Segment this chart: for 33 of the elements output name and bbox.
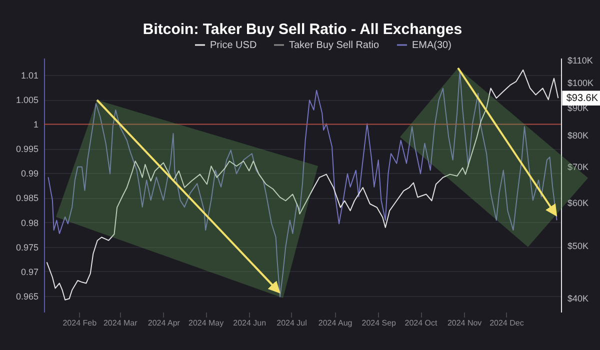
x-tick-label: 2024 Oct: [404, 318, 438, 328]
x-tick-label: 2024 Feb: [62, 318, 98, 328]
x-tick-label: 2024 Mar: [103, 318, 138, 328]
y-tick-label: 0.98: [20, 218, 38, 228]
y-tick-label: 1.01: [20, 70, 38, 81]
legend-label: Price USD: [210, 40, 257, 51]
x-tick-label: 2024 Aug: [318, 318, 352, 328]
y2-tick-label: $60K: [568, 198, 589, 208]
y-tick-label: 0.97: [20, 266, 38, 277]
x-tick-label: 2024 Apr: [148, 318, 180, 328]
y2-tick-label: $40K: [568, 294, 589, 304]
x-tick-label: 2024 Nov: [447, 318, 482, 328]
y2-tick-label: $80K: [568, 130, 589, 141]
y2-tick-label: $50K: [568, 241, 589, 252]
x-tick-label: 2024 May: [188, 318, 224, 328]
y-tick-label: 1.005: [16, 95, 38, 106]
y2-tick-label: $110K: [568, 56, 593, 66]
chart-title: Bitcoin: Taker Buy Sell Ratio - All Exchanges: [142, 21, 462, 38]
y-tick-label: 1: [33, 120, 38, 130]
x-tick-label: 2024 Sep: [362, 318, 397, 328]
y-tick-label: 0.99: [20, 168, 38, 179]
x-tick-label: 2024 Jun: [233, 318, 266, 328]
y-tick-label: 0.995: [16, 144, 38, 154]
legend-label: Taker Buy Sell Ratio: [289, 40, 380, 51]
legend-label: EMA(30): [412, 40, 452, 51]
y-tick-label: 0.965: [16, 291, 38, 302]
y-tick-label: 0.985: [16, 193, 38, 204]
y2-tick-label: $70K: [568, 162, 589, 172]
y2-tick-label: $100K: [568, 78, 594, 88]
text: $93.6K: [566, 93, 598, 104]
y-tick-label: 0.975: [16, 242, 38, 252]
x-tick-label: 2024 Jul: [276, 318, 308, 328]
x-tick-label: 2024 Dec: [490, 318, 524, 328]
